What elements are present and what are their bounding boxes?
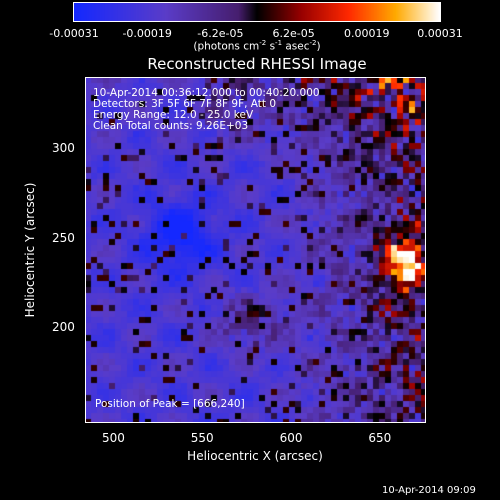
x-tick-label: 500 — [101, 431, 125, 445]
colorbar-tick-label: 0.00019 — [344, 27, 390, 40]
peak-position-label: Position of Peak = [666,240] — [95, 398, 245, 410]
x-tick-label: 650 — [368, 431, 392, 445]
x-tick-label: 600 — [279, 431, 303, 445]
x-axis-label: Heliocentric X (arcsec) — [187, 449, 323, 463]
y-tick-label: 300 — [52, 141, 75, 156]
info-time-range: 10-Apr-2014 00:36:12.000 to 00:40:20.000 — [93, 87, 320, 99]
colorbar-tick-label: -0.00031 — [49, 27, 99, 40]
colorbar-tick-label: 0.00031 — [417, 27, 463, 40]
y-tick-label: 250 — [52, 230, 75, 245]
y-axis-label: Heliocentric Y (arcsec) — [23, 182, 37, 318]
info-detectors: Detectors: 3F 5F 6F 7F 8F 9F, Att 0 — [93, 98, 277, 110]
colorbar-units-label: (photons cm-2 s-1 asec-2) — [193, 39, 321, 53]
y-tick-label: 200 — [52, 319, 75, 334]
colorbar-tick-label: -6.2e-05 — [197, 27, 244, 40]
colorbar-tick-label: -0.00019 — [122, 27, 172, 40]
info-energy-range: Energy Range: 12.0 - 25.0 keV — [93, 109, 254, 121]
timestamp: 10-Apr-2014 09:09 — [382, 485, 476, 496]
info-clean-counts: Clean Total counts: 9.26E+03 — [93, 120, 249, 132]
x-tick-label: 550 — [190, 431, 214, 445]
rhessi-image — [85, 77, 426, 423]
plot-title: Reconstructed RHESSI Image — [147, 55, 367, 73]
colorbar-tick-label: 6.2e-05 — [272, 27, 315, 40]
colorbar — [73, 2, 441, 22]
